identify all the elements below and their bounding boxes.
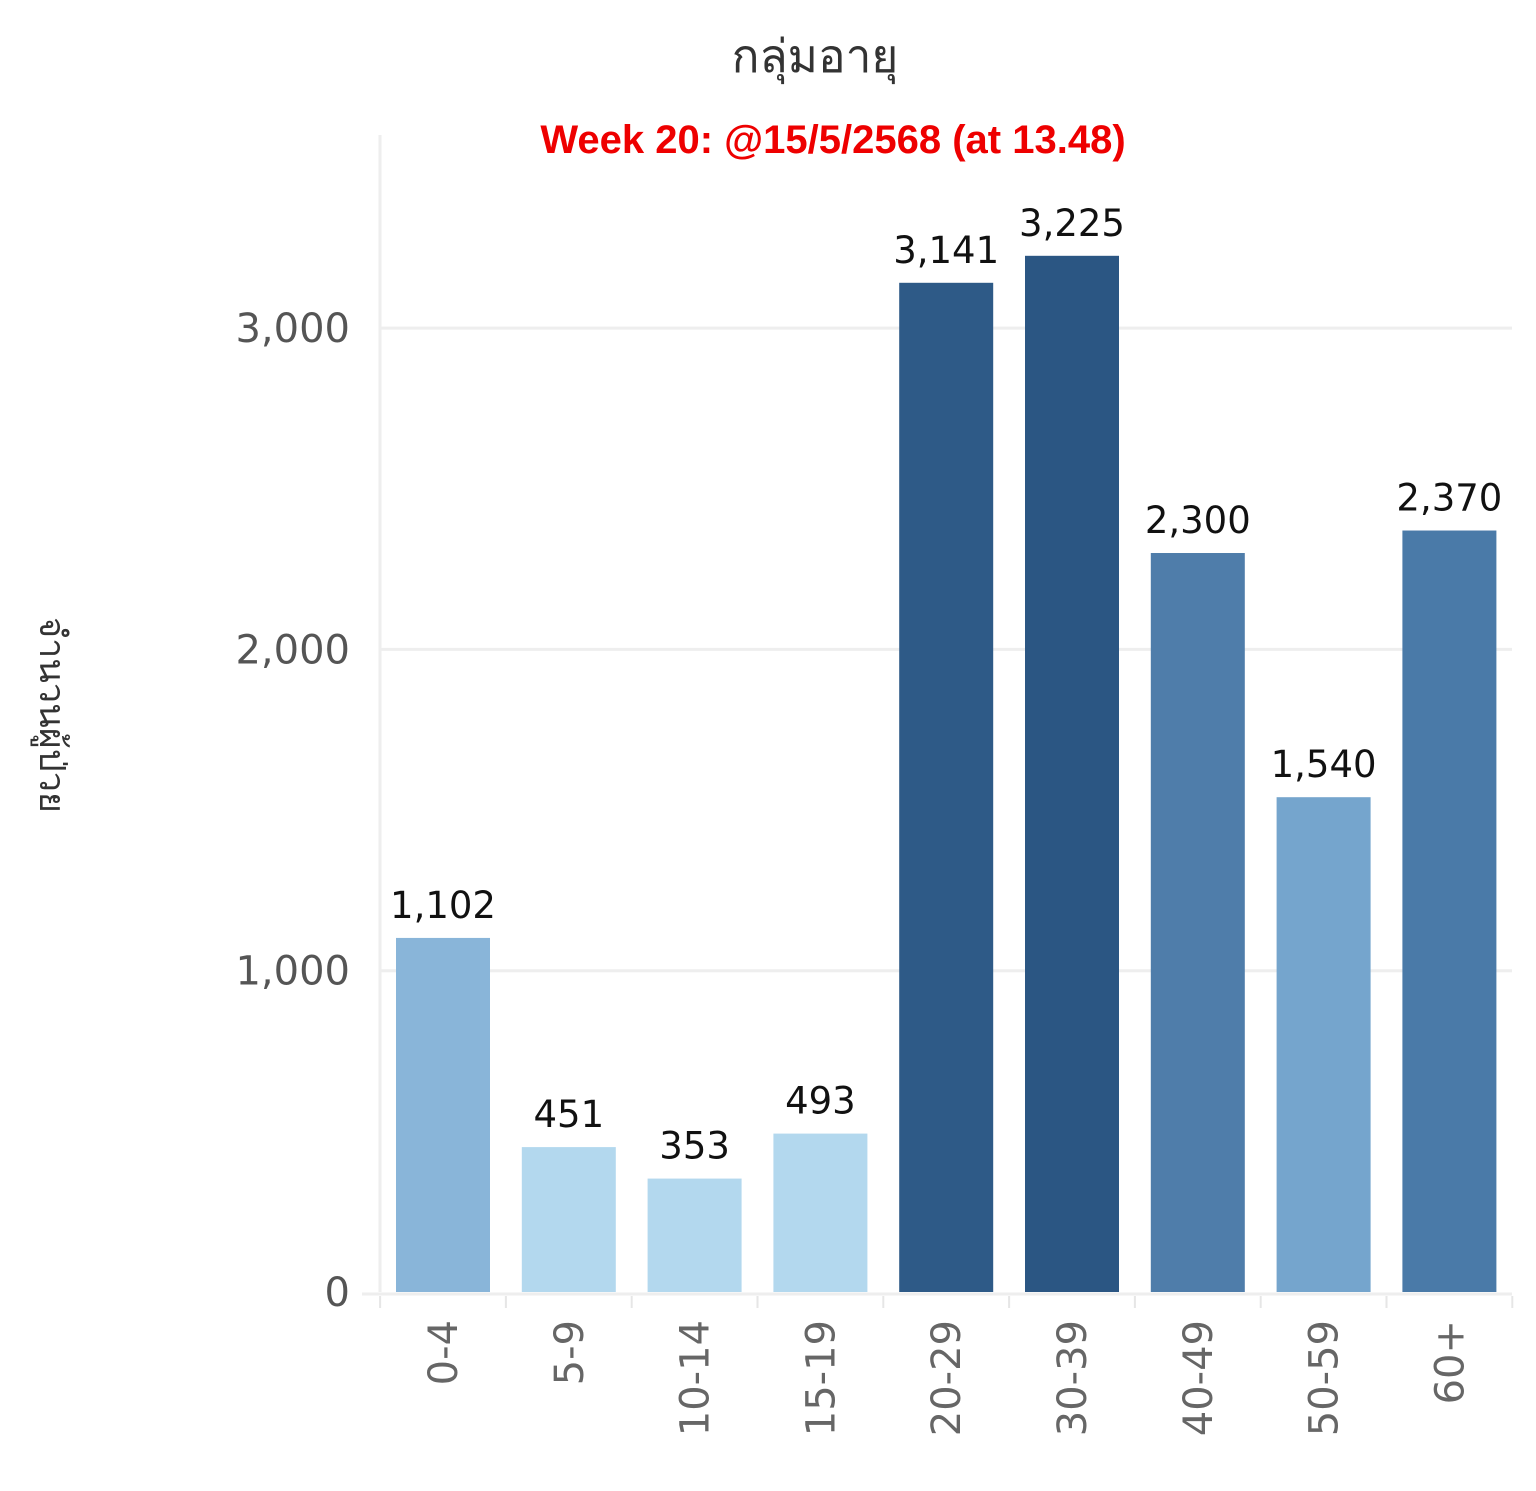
bars (396, 255, 1497, 1292)
x-tick-label: 5-9 (547, 1320, 593, 1385)
data-label: 2,300 (1145, 499, 1251, 542)
y-axis-label: จำนวนผู้ป่วย (30, 617, 72, 813)
bar-5-9 (521, 1147, 616, 1292)
y-tick-label: 2,000 (235, 627, 350, 673)
x-tick-label: 0-4 (421, 1320, 467, 1385)
data-label: 1,102 (390, 884, 496, 927)
y-tick-label: 3,000 (235, 306, 350, 352)
data-label: 493 (785, 1080, 856, 1123)
chart-title: กลุ่มอายุ (732, 29, 899, 85)
chart-subtitle: Week 20: @15/5/2568 (at 13.48) (540, 118, 1125, 162)
x-tick-label: 20-29 (924, 1320, 970, 1436)
data-label: 1,540 (1271, 743, 1377, 786)
x-tick-label: 40-49 (1176, 1320, 1222, 1436)
data-label: 353 (659, 1125, 730, 1168)
bar-40-49 (1150, 553, 1245, 1292)
bar-20-29 (899, 282, 994, 1292)
data-label: 3,225 (1019, 202, 1125, 245)
data-labels: 1,102 451 353 493 3,141 3,225 2,300 1,540 2,370 (390, 202, 1502, 1168)
bar-30-39 (1025, 255, 1119, 1292)
x-axis-ticks: 0-4 5-9 10-14 15-19 20-29 30-39 40-49 50-59 60+ (379, 1296, 1514, 1436)
data-label: 3,141 (893, 229, 999, 272)
y-tick-label: 1,000 (235, 949, 350, 995)
x-tick-label: 10-14 (673, 1320, 719, 1436)
x-tick-label: 50-59 (1302, 1320, 1348, 1436)
bar-10-14 (647, 1178, 742, 1292)
x-tick-label: 30-39 (1050, 1320, 1096, 1436)
bar-50-59 (1276, 797, 1371, 1292)
x-tick-label: 60+ (1427, 1320, 1473, 1404)
y-axis-ticks: 0 1,000 2,000 3,000 (235, 306, 350, 1316)
data-label: 451 (533, 1093, 604, 1136)
bar-15-19 (773, 1133, 868, 1292)
x-tick-label: 15-19 (798, 1320, 844, 1436)
bar-60+ (1402, 530, 1497, 1292)
y-tick-label: 0 (325, 1270, 350, 1316)
bar-0-4 (396, 937, 490, 1292)
data-label: 2,370 (1396, 477, 1502, 520)
